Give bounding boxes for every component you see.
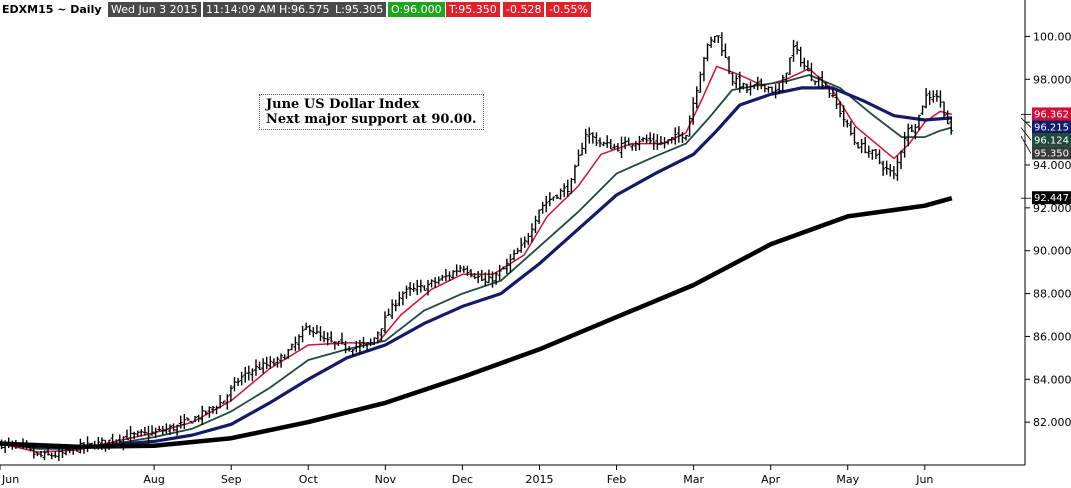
header-low: L:95.305	[332, 2, 387, 17]
last-value-tag-label: 96.124	[1034, 135, 1069, 146]
moving-average-layer	[0, 65, 953, 453]
last-value-tag	[1032, 120, 1071, 134]
x-tick-label: Apr	[761, 473, 781, 486]
tag-connector	[1020, 117, 1032, 128]
header-time: 11:14:09 AM	[203, 2, 279, 17]
y-tick-label: 84.000	[1033, 373, 1071, 386]
last-value-tag	[1032, 107, 1071, 121]
x-tick-label: 2015	[525, 473, 553, 486]
x-tick-label: May	[836, 473, 859, 486]
price-bars-layer	[0, 32, 954, 462]
annotation-line-1: June US Dollar Index	[266, 97, 420, 112]
last-value-tag	[1032, 146, 1071, 160]
moving-average-line	[0, 86, 952, 450]
last-value-tag-label: 96.362	[1034, 109, 1069, 120]
moving-average-line	[0, 65, 952, 453]
moving-average-line	[0, 196, 953, 450]
header-date: Wed Jun 3 2015	[108, 2, 201, 17]
header-change-pct: -0.55%	[546, 2, 591, 17]
last-value-tag-label: 92.447	[1034, 193, 1069, 204]
x-tick-label: Dec	[452, 473, 473, 486]
y-tick-label: 82.000	[1033, 416, 1071, 429]
y-tick-label: 92.000	[1033, 202, 1071, 215]
x-tick-label: Mar	[683, 473, 704, 486]
tag-connector	[1020, 135, 1032, 154]
symbol-label: EDXM15 ~ Daily	[2, 3, 102, 16]
header-open: O:96.000	[388, 2, 445, 17]
last-value-tag	[1032, 191, 1071, 205]
x-tick-label: Jun	[1, 473, 19, 486]
header-last: T:95.350	[446, 2, 500, 17]
x-tick-label: Jun	[915, 473, 933, 486]
y-tick-label: 98.000	[1033, 73, 1071, 86]
y-tick-label: 86.000	[1033, 330, 1071, 343]
last-value-tag	[1032, 133, 1071, 147]
annotation-line-2: Next major support at 90.00.	[266, 112, 477, 127]
header-change: -0.528	[503, 2, 545, 17]
x-tick-label: Sep	[221, 473, 242, 486]
annotation-box: June US Dollar Index Next major support …	[259, 94, 484, 130]
price-axis[interactable]: 82.000 84.000 86.000 88.000 90.000 92.000 94.0…	[1025, 30, 1071, 429]
x-tick-label: Oct	[299, 473, 319, 486]
last-value-tag-label: 96.215	[1034, 122, 1069, 133]
time-axis[interactable]: Jun Aug Sep Oct Nov Dec 2015 Feb Mar Apr May Jun	[0, 465, 933, 486]
last-value-tag-label: 95.350	[1034, 148, 1069, 159]
x-tick-label: Feb	[607, 473, 626, 486]
x-tick-label: Aug	[143, 473, 164, 486]
tag-connector	[1020, 127, 1032, 141]
y-tick-label: 88.000	[1033, 288, 1071, 301]
header-high: H:96.575	[276, 2, 333, 17]
last-value-tags: 96.362 96.215 96.124 95.350 92.447	[1020, 107, 1071, 205]
y-tick-label: 94.000	[1033, 159, 1071, 172]
y-tick-label: 90.000	[1033, 245, 1071, 258]
x-tick-label: Nov	[375, 473, 397, 486]
y-tick-label: 100.000	[1033, 30, 1071, 43]
